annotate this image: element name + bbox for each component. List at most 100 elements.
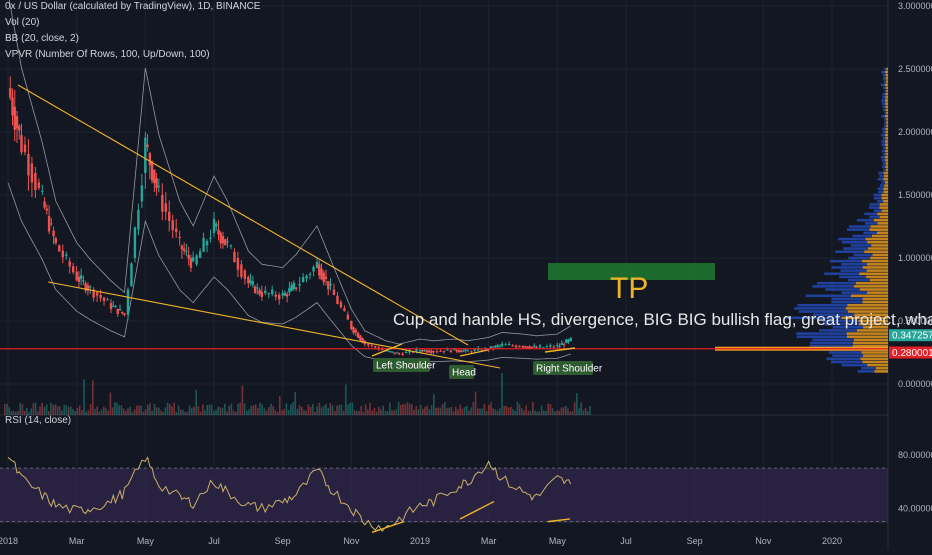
indicator-volume[interactable]: Vol (20): [5, 17, 40, 28]
candle-body: [150, 161, 154, 181]
time-tick-label: Jul: [208, 536, 220, 546]
vp-bar-up: [869, 215, 880, 219]
vp-bar-down: [884, 133, 888, 137]
rsi-tick-label: 40.00000: [898, 503, 932, 513]
volume-bar: [309, 406, 312, 415]
volume-bar: [237, 403, 239, 415]
volume-bar: [100, 409, 103, 415]
time-tick-label: Mar: [481, 536, 497, 546]
vp-bar-up: [884, 111, 887, 115]
vp-bar-down: [881, 193, 888, 197]
vp-bar-down: [856, 329, 888, 332]
volume-bar: [362, 411, 365, 415]
volume-bar: [536, 411, 538, 415]
volume-bar: [444, 402, 446, 415]
indicator-rsi[interactable]: RSI (14, close): [5, 415, 72, 426]
candle-body: [556, 345, 559, 347]
candle-body: [155, 178, 158, 189]
vp-bar-up: [873, 196, 882, 200]
candle-body: [442, 350, 446, 353]
volume-bar: [402, 403, 404, 415]
rsi-axis[interactable]: 80.00000 40.00000: [898, 450, 932, 514]
candle-body: [226, 241, 229, 243]
volume-bar: [129, 406, 131, 415]
candle-body: [15, 116, 19, 129]
candle-body: [464, 349, 467, 351]
volume-bar: [45, 404, 48, 415]
volume-bar: [85, 411, 87, 415]
vp-bar-down: [841, 316, 888, 320]
volume-bar: [158, 407, 160, 415]
candle-body: [75, 271, 78, 281]
volume-bar: [74, 411, 76, 415]
candle-body: [61, 250, 64, 258]
volume-bar: [404, 404, 406, 415]
candle-body: [401, 353, 404, 355]
volume-bar: [6, 403, 8, 415]
volume-bar: [457, 409, 459, 415]
candle-body: [336, 295, 339, 304]
candle-body: [251, 281, 255, 285]
current-price-badge-box: [889, 329, 932, 342]
time-tick-label: May: [549, 536, 567, 546]
vp-bar-down: [885, 149, 888, 153]
indicator-vpvr[interactable]: VPVR (Number Of Rows, 100, Up/Down, 100): [5, 49, 210, 60]
candle-body: [157, 185, 161, 187]
volume-profile: [715, 67, 888, 373]
candle-body: [535, 347, 538, 349]
indicator-bb[interactable]: BB (20, close, 2): [5, 33, 79, 44]
volume-bar: [516, 401, 519, 415]
vp-bar-up: [841, 240, 868, 244]
volume-bar: [389, 402, 391, 415]
volume-bar: [503, 406, 505, 415]
volume-bar: [459, 404, 461, 415]
candle-body: [292, 282, 296, 290]
vp-bar-down: [856, 281, 888, 285]
candle-body: [391, 351, 394, 353]
candle-body: [308, 274, 312, 276]
volume-bar: [281, 410, 283, 415]
trendlines: [17, 84, 576, 369]
time-axis[interactable]: 2018 Mar May Jul Sep Nov 2019 Mar May Jul Sep Nov 20…: [0, 536, 842, 546]
pattern-labels: Left Shoulder Head Right Shoulder: [373, 358, 603, 379]
volume-bar: [573, 402, 576, 415]
volume-bar: [23, 410, 26, 415]
volume-bar: [435, 407, 437, 415]
vp-bar-up: [840, 269, 867, 272]
vp-bar-down: [886, 80, 888, 83]
volume-bar: [210, 404, 213, 415]
candle-body: [215, 223, 218, 227]
volume-bar: [558, 410, 560, 415]
volume-bar: [545, 410, 547, 415]
volume-bar: [127, 408, 129, 415]
candle-body: [45, 208, 49, 211]
vp-bar-down: [885, 165, 888, 168]
candle-body: [449, 350, 453, 353]
volume-bar: [336, 405, 338, 415]
tp-rectangle: [548, 263, 715, 280]
vp-bar-down: [871, 244, 888, 247]
vp-bar-up: [884, 124, 887, 127]
candle-body: [267, 293, 270, 295]
candle-body: [439, 351, 442, 353]
volume-bar: [505, 406, 508, 415]
volume-bar: [369, 402, 371, 415]
volume-bar: [439, 407, 442, 415]
trendline-upper: [17, 84, 469, 346]
candle-body: [264, 290, 267, 294]
symbol-title[interactable]: 0x / US Dollar (calculated by TradingVie…: [5, 1, 261, 12]
vp-bar-down: [885, 168, 888, 172]
volume-bar: [527, 410, 530, 415]
price-axis[interactable]: 3.000000 2.500000 2.000000 1.500000 1.000000…: [898, 1, 932, 389]
volume-bar: [197, 406, 200, 415]
volume-bar: [164, 407, 167, 415]
vp-bar-down: [872, 253, 888, 257]
vp-bar-down: [869, 278, 888, 282]
vp-bar-down: [847, 303, 888, 307]
vp-bar-down: [874, 370, 888, 373]
current-price-badge: 0.347257: [892, 331, 932, 342]
vp-bar-up: [831, 266, 863, 269]
vp-bar-down: [867, 363, 888, 367]
vp-bar-up: [829, 259, 862, 263]
